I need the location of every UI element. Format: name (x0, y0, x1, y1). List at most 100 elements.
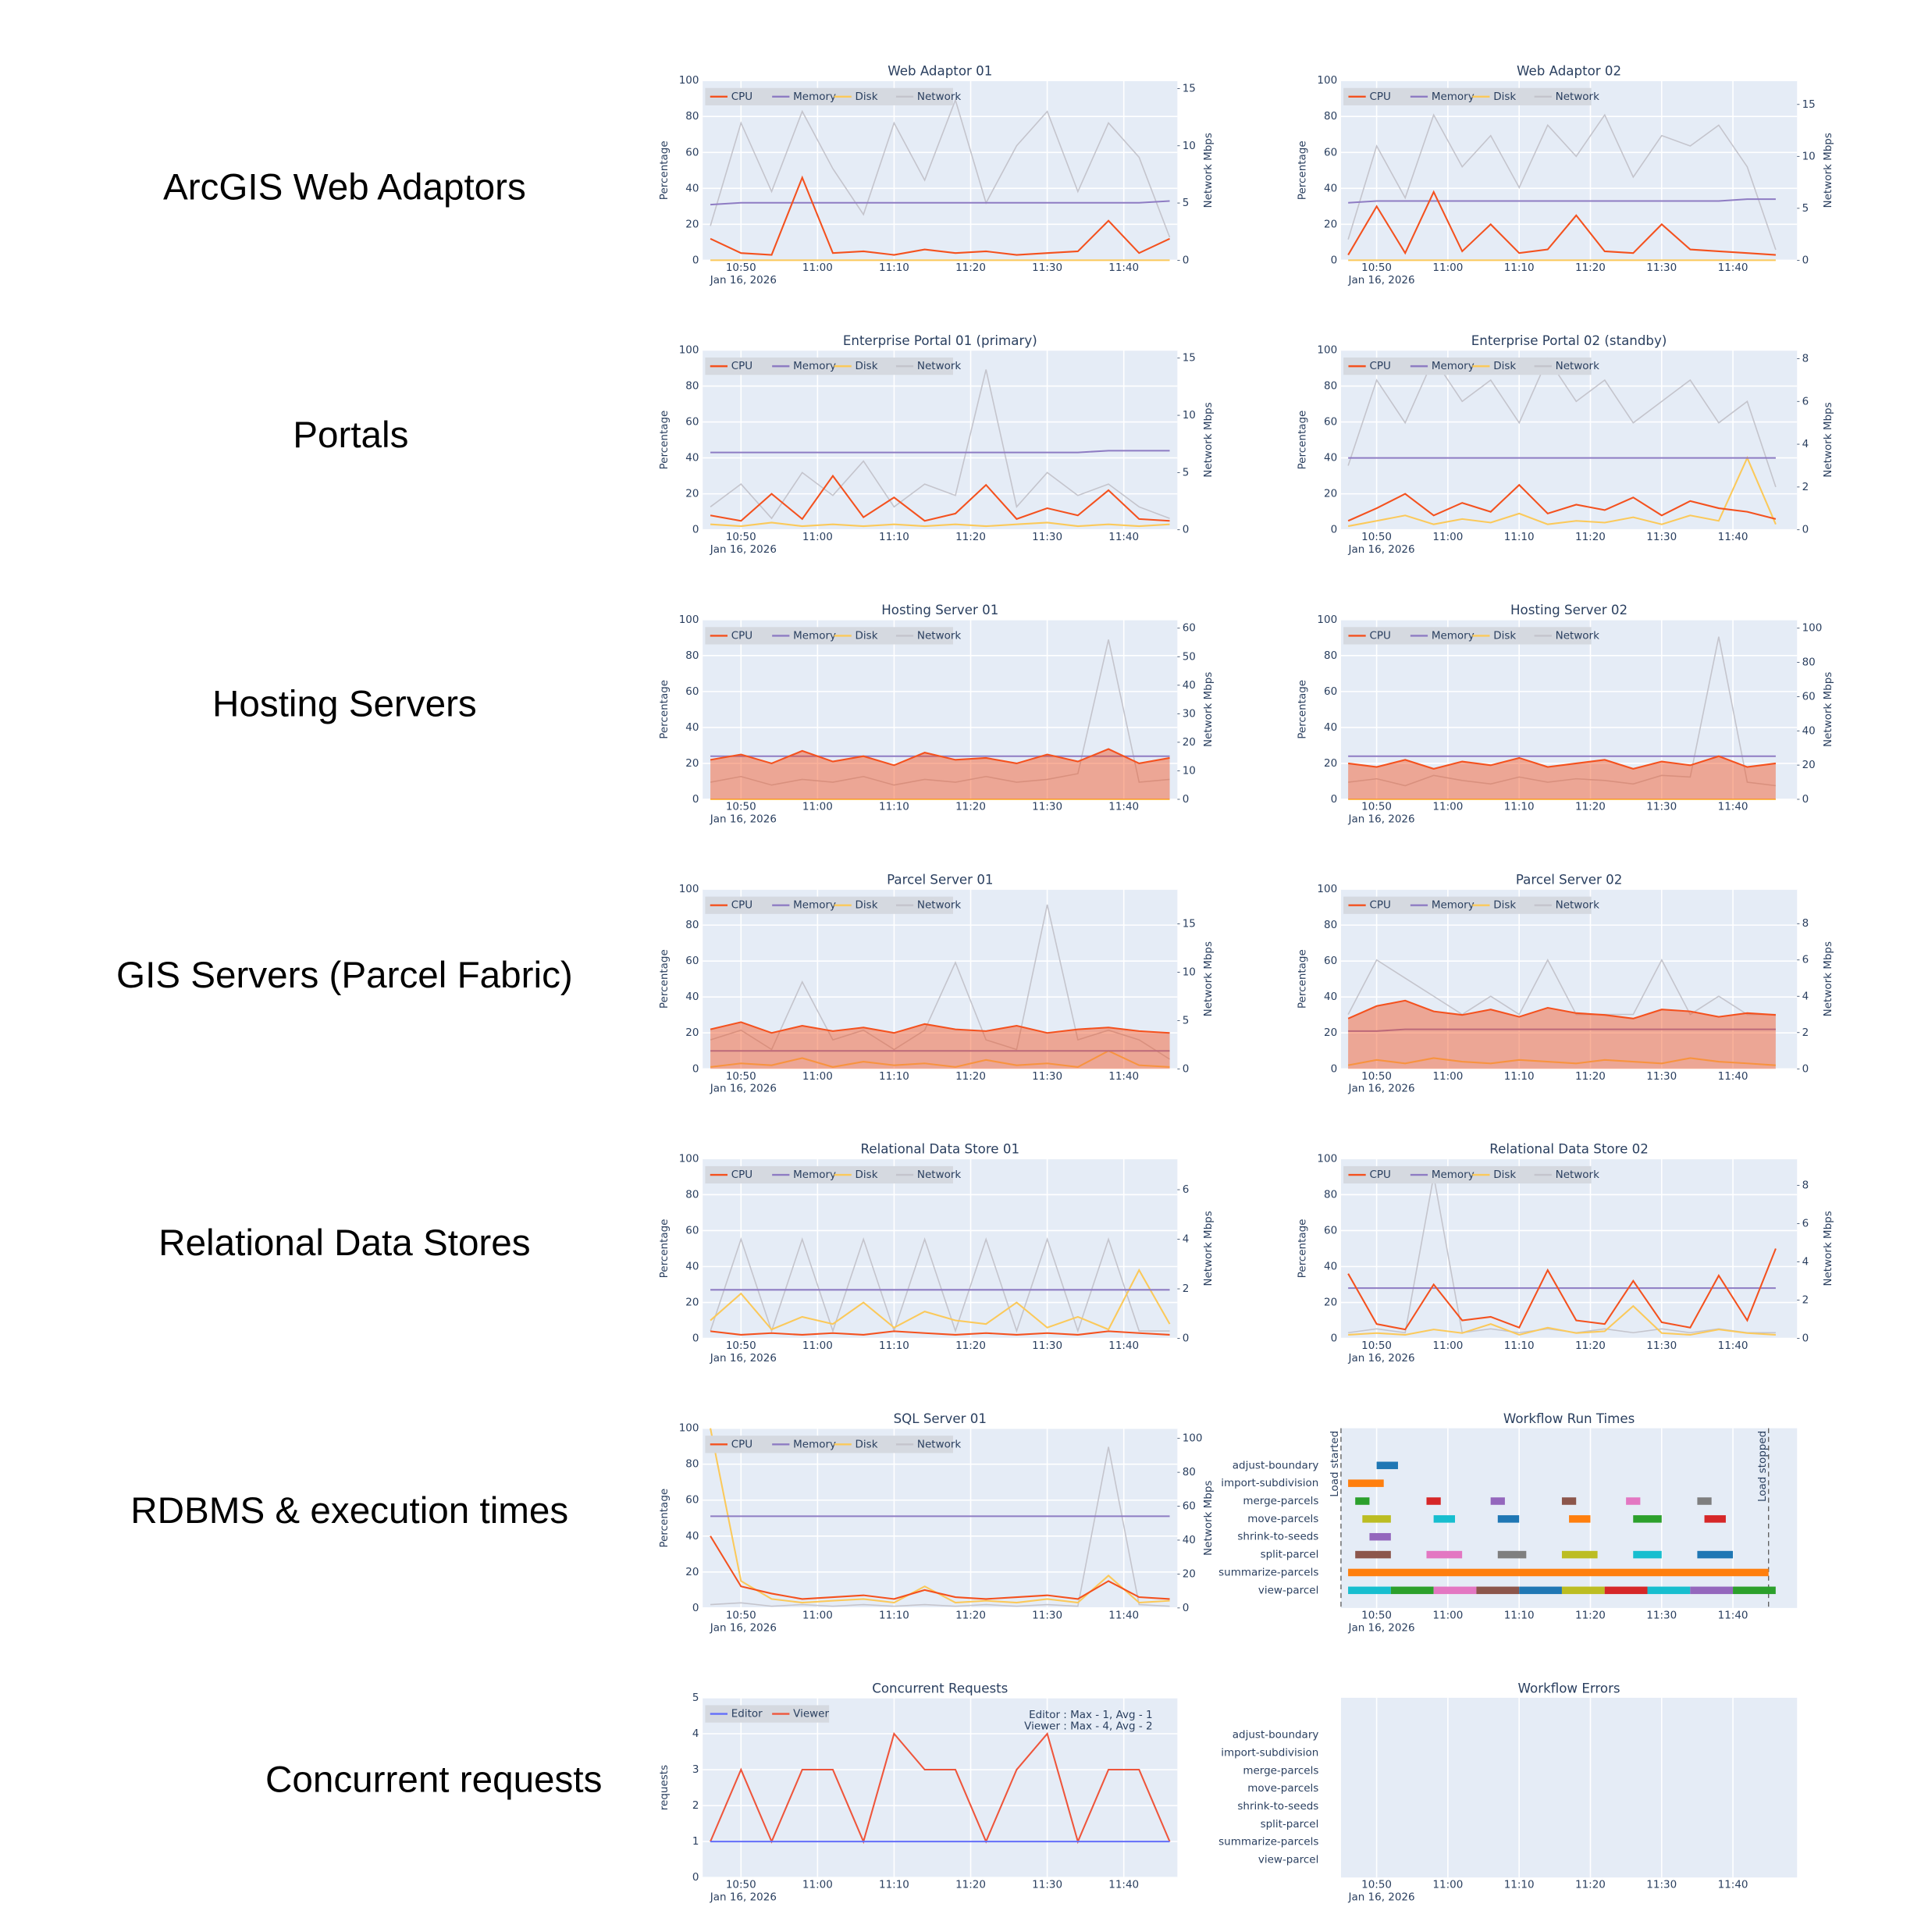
y-tick-label: 80 (1324, 380, 1337, 393)
x-tick-label: 11:30 (1032, 1609, 1062, 1621)
y2-tick-label: 15 (1183, 918, 1196, 930)
x-tick-label: 10:50 (1361, 531, 1392, 543)
y-axis-label: Percentage (658, 411, 671, 470)
legend-label: Memory (793, 1438, 836, 1450)
y-tick-label: 20 (685, 1566, 699, 1578)
x-tick-label: 10:50 (726, 1879, 756, 1891)
y-tick-label: 100 (679, 343, 699, 356)
plot-area (703, 619, 1178, 799)
y-tick-label: 40 (685, 1530, 699, 1542)
x-tick-label: 11:20 (1575, 1070, 1606, 1083)
run-bar (1355, 1497, 1370, 1505)
y-tick-label: 0 (1331, 254, 1338, 266)
x-tick-label: 11:30 (1032, 800, 1062, 813)
x-tick-label: 11:10 (879, 262, 909, 274)
legend-label: Network (1556, 91, 1599, 103)
x-tick-label: 10:50 (1361, 1609, 1392, 1621)
y2-tick-label: 15 (1183, 82, 1196, 94)
y-axis-label: Percentage (658, 1489, 671, 1548)
y-tick-label: 40 (685, 1260, 699, 1272)
series-line (710, 175, 1170, 256)
y-tick-label: 80 (1324, 919, 1337, 931)
x-tick-label: 11:40 (1108, 1879, 1139, 1891)
y-axis-label: Percentage (658, 680, 671, 739)
legend-label: Network (917, 1169, 961, 1181)
plot-area (1340, 80, 1798, 261)
x-tick-label: 11:20 (955, 1340, 986, 1352)
run-bar (1647, 1586, 1691, 1595)
x-tick-label: 11:20 (1575, 800, 1606, 813)
run-bar (1348, 1479, 1384, 1487)
x-tick-label: 11:30 (1646, 1340, 1677, 1352)
y2-tick-label: 8 (1802, 917, 1809, 930)
legend-label: Disk (856, 1169, 878, 1181)
y-tick-label: 1 (692, 1835, 699, 1848)
plot-area (1340, 1697, 1798, 1878)
x-tick-label: 11:10 (1504, 262, 1535, 274)
section-label: ArcGIS Web Adaptors (163, 166, 526, 208)
series-line (710, 1446, 1170, 1607)
x-tick-label: 11:00 (802, 262, 833, 274)
run-bar (1697, 1497, 1712, 1505)
series-line (710, 748, 1170, 767)
plot-area (703, 1697, 1178, 1878)
y-tick-label: 100 (1317, 883, 1337, 895)
x-tick-label: 11:30 (1646, 262, 1677, 274)
series-line (710, 1731, 1171, 1845)
y2-tick-label: 6 (1802, 1218, 1809, 1230)
x-date-label: Jan 16, 2026 (1347, 274, 1414, 286)
y-axis-label: Percentage (1297, 141, 1309, 200)
y-axis-label: Percentage (658, 1219, 671, 1279)
x-tick-label: 11:10 (1504, 1070, 1535, 1083)
chart-title: Workflow Errors (1518, 1681, 1620, 1695)
legend-box (705, 1436, 953, 1453)
run-bar (1426, 1497, 1441, 1505)
y-tick-label: 40 (1324, 1260, 1337, 1272)
y-tick-label: 60 (685, 416, 699, 429)
legend-label: Disk (1493, 899, 1516, 912)
x-tick-label: 11:00 (802, 800, 833, 813)
legend-label: CPU (1369, 360, 1390, 372)
legend-label: CPU (731, 91, 752, 103)
legend-label: Network (917, 360, 961, 372)
x-tick-label: 11:10 (879, 1879, 909, 1891)
series-line (1347, 190, 1776, 256)
y2-tick-label: 0 (1183, 1332, 1190, 1345)
marker-label: Load started (1329, 1431, 1341, 1497)
y-category-label: adjust-boundary (1233, 1459, 1319, 1471)
y-axis-label: Percentage (658, 949, 671, 1009)
y2-axis-label: Network Mbps (1202, 402, 1215, 477)
y2-tick-label: 20 (1183, 736, 1196, 749)
series-line (710, 474, 1170, 522)
y2-tick-label: 0 (1183, 1062, 1190, 1075)
cpu-area (1348, 1000, 1776, 1069)
y2-tick-label: 100 (1802, 622, 1823, 635)
run-bar (1476, 1586, 1520, 1595)
x-tick-label: 10:50 (726, 531, 756, 543)
x-tick-label: 11:40 (1108, 262, 1139, 274)
x-tick-label: 11:20 (955, 1070, 986, 1083)
y2-tick-label: 2 (1183, 1283, 1190, 1295)
x-tick-label: 10:50 (726, 800, 756, 813)
marker-label: Load stopped (1756, 1431, 1769, 1502)
series-line (1348, 636, 1777, 787)
chart-title: Parcel Server 02 (1516, 872, 1622, 887)
x-tick-label: 11:10 (879, 1609, 909, 1621)
y-tick-label: 40 (685, 452, 699, 464)
x-tick-label: 11:00 (1432, 1609, 1463, 1621)
section-label: RDBMS & execution times (130, 1490, 568, 1532)
x-tick-label: 11:00 (1432, 262, 1463, 274)
x-tick-label: 11:30 (1646, 1609, 1677, 1621)
legend-label: Network (917, 629, 961, 642)
legend-label: Memory (793, 1169, 836, 1181)
legend-label: Network (1556, 629, 1599, 642)
y-tick-label: 100 (679, 1152, 699, 1165)
x-tick-label: 11:20 (1575, 1879, 1606, 1891)
x-tick-label: 10:50 (1361, 1340, 1392, 1352)
x-date-label: Jan 16, 2026 (710, 1083, 777, 1095)
x-date-label: Jan 16, 2026 (1347, 1083, 1414, 1095)
x-tick-label: 11:40 (1718, 800, 1748, 813)
series-line (710, 1268, 1171, 1331)
y-tick-label: 20 (685, 757, 699, 770)
